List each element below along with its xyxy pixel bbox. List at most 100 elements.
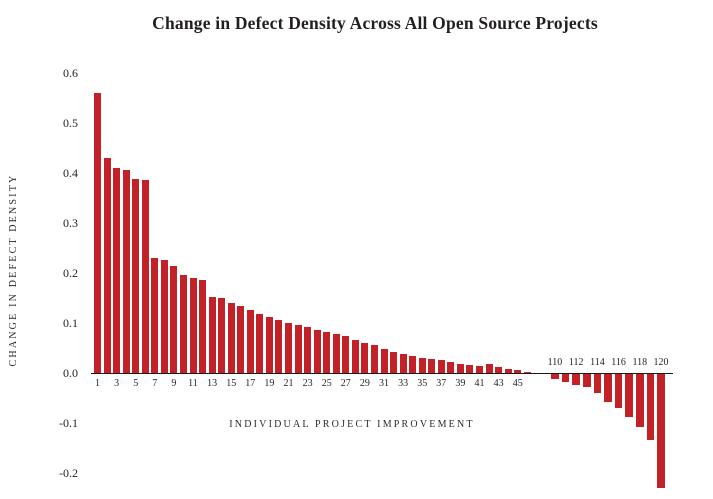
bar	[361, 343, 369, 373]
x-tick-label: 15	[226, 378, 237, 389]
x-tick-label: 11	[188, 378, 198, 389]
x-tick-label: 25	[321, 378, 332, 389]
bar	[657, 374, 665, 488]
bar	[151, 258, 159, 373]
bar	[551, 374, 559, 379]
x-tick-label: 9	[171, 378, 177, 389]
bar	[476, 366, 483, 373]
y-tick-label: 0.0	[63, 366, 78, 380]
bar	[380, 349, 388, 373]
x-tick-label: 21	[283, 378, 294, 389]
bar	[208, 297, 216, 373]
bar	[514, 370, 522, 373]
x-tick-label: 17	[245, 378, 256, 389]
y-tick-label: 0.3	[63, 216, 78, 230]
bar	[323, 332, 331, 373]
y-tick-label: 0.2	[63, 266, 78, 280]
x-tick-label: 43	[493, 378, 504, 389]
bar	[170, 266, 178, 373]
x-tick-label: 37	[436, 378, 447, 389]
x-tick-label: 33	[398, 378, 409, 389]
bar	[456, 364, 464, 373]
bar	[227, 303, 235, 373]
bar	[256, 314, 264, 373]
bar	[113, 168, 121, 373]
y-tick-label: -0.1	[59, 416, 78, 430]
x-axis-label: INDIVIDUAL PROJECT IMPROVEMENT	[229, 419, 475, 430]
bar	[285, 323, 292, 373]
y-tick-label: 0.5	[63, 116, 78, 130]
bar	[418, 358, 426, 373]
bar	[636, 374, 644, 427]
bar	[561, 374, 570, 382]
x-tick-label: 39	[455, 378, 466, 389]
x-tick-label: 29	[359, 378, 370, 389]
x-tick-label: 120	[653, 357, 669, 368]
bar	[179, 275, 187, 373]
x-tick-label: 45	[512, 378, 523, 389]
y-tick-label: 0.6	[63, 66, 78, 80]
chart-title: Change in Defect Density Across All Open…	[152, 13, 598, 33]
x-tick-label: 110	[547, 357, 563, 368]
x-tick-label: 5	[133, 378, 139, 389]
x-tick-label: 27	[340, 378, 351, 389]
bar	[447, 362, 455, 373]
bar	[504, 369, 512, 373]
bar	[370, 345, 378, 373]
bar	[428, 359, 436, 373]
bar	[94, 93, 101, 373]
bar	[122, 170, 130, 373]
x-tick-label: 114	[590, 357, 605, 368]
bar	[625, 374, 633, 417]
bar	[351, 340, 359, 373]
bar	[189, 278, 197, 373]
bar	[646, 374, 655, 440]
x-tick-label: 19	[264, 378, 275, 389]
bar	[246, 310, 254, 373]
bar	[583, 374, 591, 387]
bar	[523, 372, 531, 373]
y-tick-label: 0.1	[63, 316, 78, 330]
x-tick-label: 3	[114, 378, 120, 389]
x-tick-label: 112	[568, 357, 584, 368]
x-tick-label: 35	[417, 378, 428, 389]
x-tick-label: 23	[302, 378, 313, 389]
bar	[313, 330, 321, 373]
x-tick-label: 1	[95, 378, 100, 389]
bar	[593, 374, 602, 393]
bar	[199, 280, 207, 373]
bar	[409, 356, 417, 373]
x-tick-label: 13	[207, 378, 218, 389]
bar	[160, 260, 168, 373]
x-tick-label: 31	[379, 378, 389, 389]
y-axis-label: CHANGE IN DEFECT DENSITY	[8, 173, 19, 367]
x-tick-label: 7	[152, 378, 158, 389]
bar	[132, 179, 140, 373]
x-tick-label: 41	[474, 378, 485, 389]
bar	[495, 367, 503, 373]
bar	[103, 158, 111, 373]
bar	[265, 317, 273, 373]
bar	[437, 360, 445, 373]
y-tick-label: 0.4	[63, 166, 78, 180]
bar	[485, 364, 493, 373]
bar	[141, 180, 149, 373]
bar	[275, 320, 283, 373]
bar	[604, 374, 612, 402]
x-tick-label: 118	[632, 357, 648, 368]
bar	[237, 306, 245, 373]
bar	[390, 352, 398, 373]
bar	[572, 374, 580, 385]
bar	[466, 365, 474, 373]
bar	[218, 298, 226, 373]
bar	[332, 334, 340, 373]
y-tick-label: -0.2	[59, 466, 78, 480]
bar	[614, 374, 623, 408]
bar	[342, 336, 350, 373]
x-axis-line	[91, 373, 673, 374]
bar	[294, 325, 302, 373]
bar	[304, 327, 312, 373]
x-tick-label: 116	[611, 357, 626, 368]
bar	[399, 354, 407, 373]
